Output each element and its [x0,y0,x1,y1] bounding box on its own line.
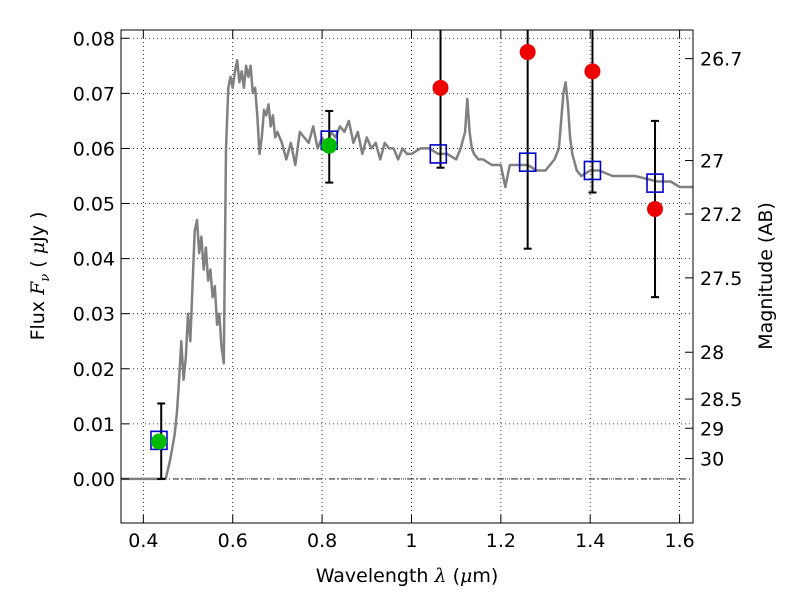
right-axis-label: Magnitude (AB) [755,202,777,350]
x-tick-label: 1 [405,530,417,552]
right-tick-label: 27.5 [700,268,742,290]
upper-limit-point [432,79,449,96]
y-tick-label: 0.04 [73,249,115,271]
y-tick-label: 0.07 [73,83,115,105]
model-photometry-square [518,152,537,173]
model-photometry-points [150,130,664,451]
x-tick-label: 0.4 [128,530,158,552]
x-tick-label: 0.8 [307,530,337,552]
x-axis-label: Wavelength λ (μm) [316,565,499,587]
x-tick-label: 0.6 [218,530,248,552]
x-tick-label: 1.6 [664,530,694,552]
y-tick-label: 0.03 [73,304,115,326]
spectrum-line [121,59,693,481]
right-tick-label: 29 [700,418,724,440]
upper-limit-point [519,44,536,61]
y-tick-label: 0.01 [73,414,115,436]
model-spectrum [121,59,693,481]
y-tick-label: 0.05 [73,194,115,216]
model-photometry-square [429,144,448,164]
right-axis-ticks: 26.7 27 27.2 27.5 28 28.5 29 30 [685,49,742,471]
y-axis-ticks: 0.00 0.01 0.02 0.03 0.04 0.05 0.06 0.07 0.08 [73,28,129,491]
right-tick-label: 28 [700,342,724,364]
plot-area [121,30,693,523]
x-tick-label: 1.2 [486,530,516,552]
y-axis-label: Flux Fν ( μJy ) [27,212,53,341]
upper-limit-point [584,63,601,80]
right-tick-label: 27.2 [700,204,742,226]
right-tick-label: 30 [700,449,724,471]
model-photometry-square [583,160,602,181]
y-tick-label: 0.08 [73,28,115,50]
detection-point [321,137,338,154]
x-axis-ticks: 0.4 0.6 0.8 1 1.2 1.4 1.6 [128,30,695,552]
detection-point [150,433,167,450]
model-photometry-square [646,173,664,193]
measured-points [150,44,664,450]
y-tick-label: 0.00 [73,469,115,491]
right-tick-label: 27 [700,151,724,173]
plot-frame [120,29,694,524]
y-tick-label: 0.02 [73,359,115,381]
y-tick-label: 0.06 [73,138,115,160]
right-tick-label: 28.5 [700,389,742,411]
grid [121,30,693,523]
upper-limit-point [647,201,664,218]
right-tick-label: 26.7 [700,49,742,71]
x-tick-label: 1.4 [575,530,605,552]
